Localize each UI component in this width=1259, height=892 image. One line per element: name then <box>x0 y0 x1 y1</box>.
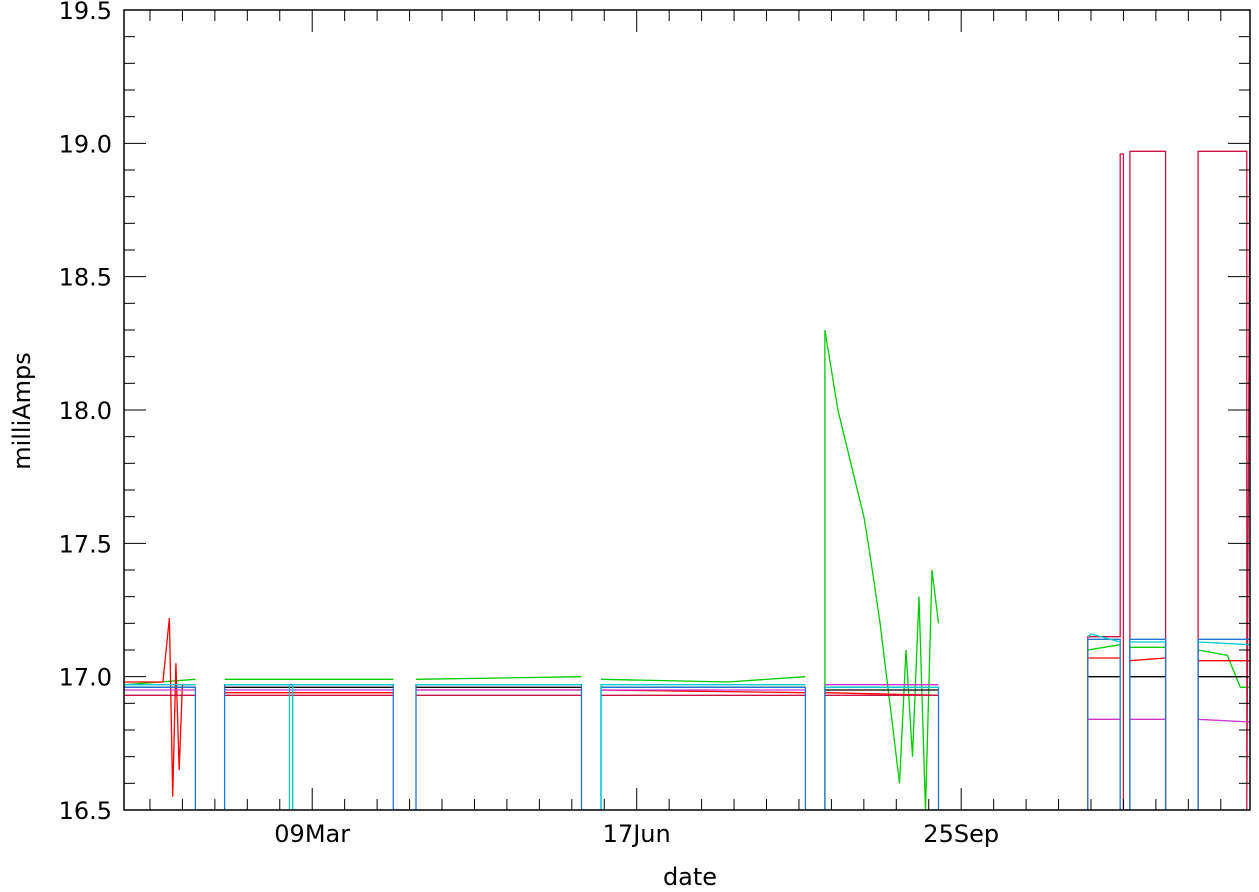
series-3-segment-7 <box>1197 143 1250 810</box>
series-1-segment-9 <box>1197 649 1250 688</box>
tick-layer <box>124 9 1250 811</box>
y-tick-label: 17.5 <box>59 530 112 558</box>
series-1-segment-7 <box>1087 644 1121 651</box>
series-7-segment-4 <box>600 684 806 810</box>
series-3-segment-6 <box>1087 150 1167 810</box>
y-tick-label: 19.5 <box>59 0 112 25</box>
series-1-segment-3 <box>415 676 582 680</box>
series-7-segment-8 <box>1198 641 1250 646</box>
series-6-segment-2 <box>1087 638 1167 810</box>
y-tick-label: 18.0 <box>59 397 112 425</box>
series-2-segment-1 <box>124 617 196 797</box>
x-tick-label: 25Sep <box>923 820 999 848</box>
series-3 <box>124 143 1250 810</box>
x-axis-title: date <box>663 863 717 891</box>
series-7 <box>124 633 1250 810</box>
series-6-segment-3 <box>1197 638 1250 810</box>
series-7-segment-6 <box>1087 633 1121 643</box>
x-tick-label: 17Jun <box>603 820 671 848</box>
series-2-segment-7 <box>1129 657 1166 662</box>
label-layer: 16.5 17.0 17.5 18.0 18.5 19.0 19.5 09Mar 17Jun 25… <box>59 0 1000 848</box>
x-tick-label: 09Mar <box>274 820 350 848</box>
series-1-segment-4 <box>600 678 728 683</box>
series-layer <box>124 143 1250 810</box>
series-5 <box>124 684 1250 723</box>
series-5-segment-8 <box>1198 718 1250 723</box>
series-6-segment-1 <box>124 684 940 810</box>
y-axis-title: milliAmps <box>8 352 36 470</box>
y-tick-label: 17.0 <box>59 664 112 692</box>
series-1-segment-5 <box>727 676 806 683</box>
series-1 <box>124 329 1250 810</box>
y-tick-label: 18.5 <box>59 264 112 292</box>
series-1-segment-6 <box>824 329 940 810</box>
y-tick-label: 16.5 <box>59 797 112 825</box>
series-7-segment-2 <box>224 684 394 810</box>
y-tick-label: 19.0 <box>59 130 112 158</box>
